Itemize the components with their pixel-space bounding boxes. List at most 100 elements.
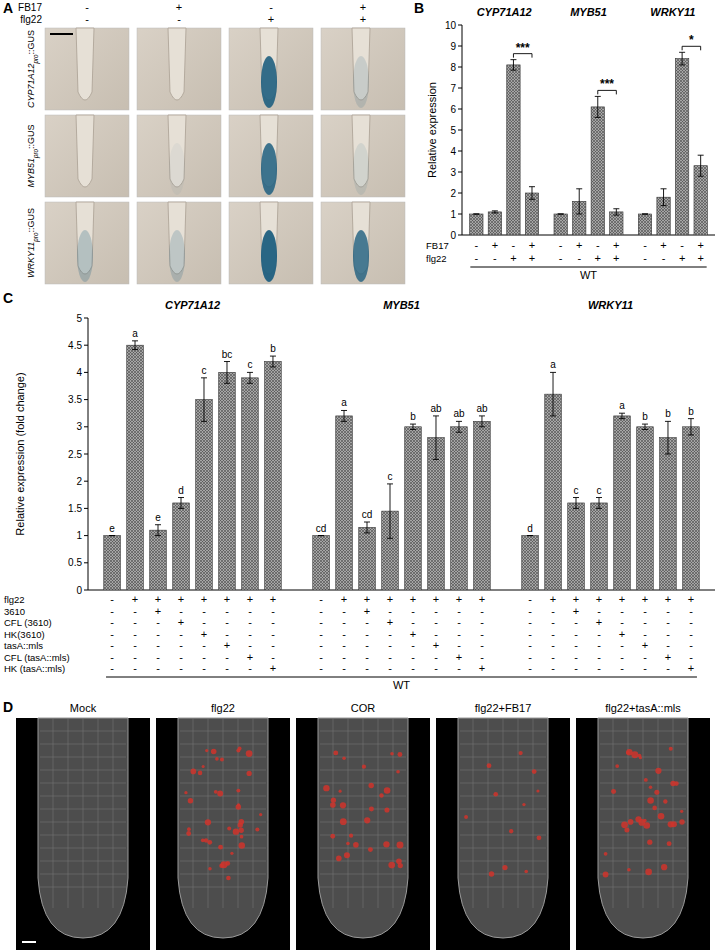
fluorescence-spot [658,813,665,820]
tick [458,25,462,26]
fluorescence-spot [205,819,211,825]
sig-letter: a [132,328,138,339]
treatment-sign: + [665,651,671,663]
sig-letter: b [642,411,648,422]
treatment-sign: + [247,593,253,605]
fluorescence-spot [669,747,673,751]
bar [591,107,604,235]
treatment-sign: + [410,628,416,640]
fluorescence-spot [536,789,539,792]
fluorescence-spot [624,828,629,833]
root [598,718,688,938]
cell-wall [658,718,659,908]
tick-label: 1 [450,209,456,220]
fluorescence-spot [202,765,205,768]
panel-d: DMockflg22CORflg22+FB17flg22+tasA::mls [3,699,710,950]
treatment-sign: - [680,239,684,251]
treatment-sign: - [662,252,666,264]
treatment-sign: + [613,239,619,251]
treatment-sign: - [110,639,114,651]
treatment-sign: - [457,639,461,651]
treatment-sign: + [642,639,648,651]
fluorescence-spot [627,868,631,872]
treatment-sign: - [666,639,670,651]
micrograph [321,115,405,197]
treatment-sign: - [319,605,323,617]
treatment-sign: + [433,593,439,605]
treatment-sign: - [411,651,415,663]
root [178,718,268,938]
error-bar [613,209,619,215]
fluorescence-spot [201,838,205,842]
tick [84,318,88,319]
fluorescence-spot [246,750,253,757]
treatment-sign: + [529,239,535,251]
cell-wall [518,718,519,908]
sig-letter: ab [453,408,465,419]
treatment-sign: - [434,651,438,663]
error-bar [576,189,582,214]
fluorescence-spot [397,752,402,757]
fluorescence-spot [604,852,608,856]
axis-title: Relative expression [426,82,438,178]
fluorescence-spot [493,792,498,797]
fluorescence-spot [215,757,219,761]
sig-letter: ab [476,403,488,414]
treatment-sign: - [202,616,206,628]
error-bar [661,189,667,206]
treatment-sign: + [697,252,703,264]
group-label: MYB51 [570,6,607,18]
treatment-label: CFL (3610) [4,617,52,628]
treatment-sign: - [388,605,392,617]
tick-label: 5 [450,125,456,136]
treatment-sign: + [176,1,182,13]
column-label: Mock [70,702,97,714]
sig-letter: c [574,485,579,496]
fluorescence-spot [227,826,231,830]
fluorescence-spot [339,790,342,793]
fluorescence-spot [379,793,383,797]
treatment-sign: + [573,593,579,605]
fluorescence-spot [652,806,657,811]
treatment-sign: - [269,1,273,13]
fluorescence-spot [537,835,542,840]
fluorescence-spot [369,806,374,811]
sig-letter: d [527,523,533,534]
fluorescence-spot [239,842,246,849]
treatment-sign: - [110,616,114,628]
fluorescence-spot [211,749,217,755]
fluorescence-spot [340,802,346,808]
fluorescence-spot [679,819,684,824]
bar [451,427,468,590]
treatment-sign: + [155,593,161,605]
cell-wall [333,718,334,908]
error-bar [527,535,533,536]
sig-letter: ab [430,403,442,414]
treatment-sign: - [551,628,555,640]
treatment-sign: - [110,605,114,617]
treatment-label: CFL (tasA::mls) [4,652,70,663]
treatment-sign: + [479,593,485,605]
treatment-sign: - [319,593,323,605]
treatment-sign: - [689,639,693,651]
treatment-sign: - [551,639,555,651]
tick [84,399,88,400]
micrograph [321,202,405,284]
gus-stain [353,143,369,195]
treatment-sign: - [319,628,323,640]
treatment-label: flg22 [20,14,42,25]
cell-wall [348,718,349,908]
fluorescence-spot [397,842,404,849]
tick [458,46,462,47]
treatment-sign: - [202,651,206,663]
axis-title: Relative expression (fold change) [14,372,26,535]
root [168,28,186,100]
bar [104,536,121,590]
treatment-sign: - [133,628,137,640]
sig-letter: e [109,523,115,534]
treatment-sign: - [177,13,181,25]
treatment-sign: - [365,616,369,628]
error-bar [132,341,138,350]
treatment-sign: - [202,605,206,617]
sig-stars: *** [600,77,614,91]
